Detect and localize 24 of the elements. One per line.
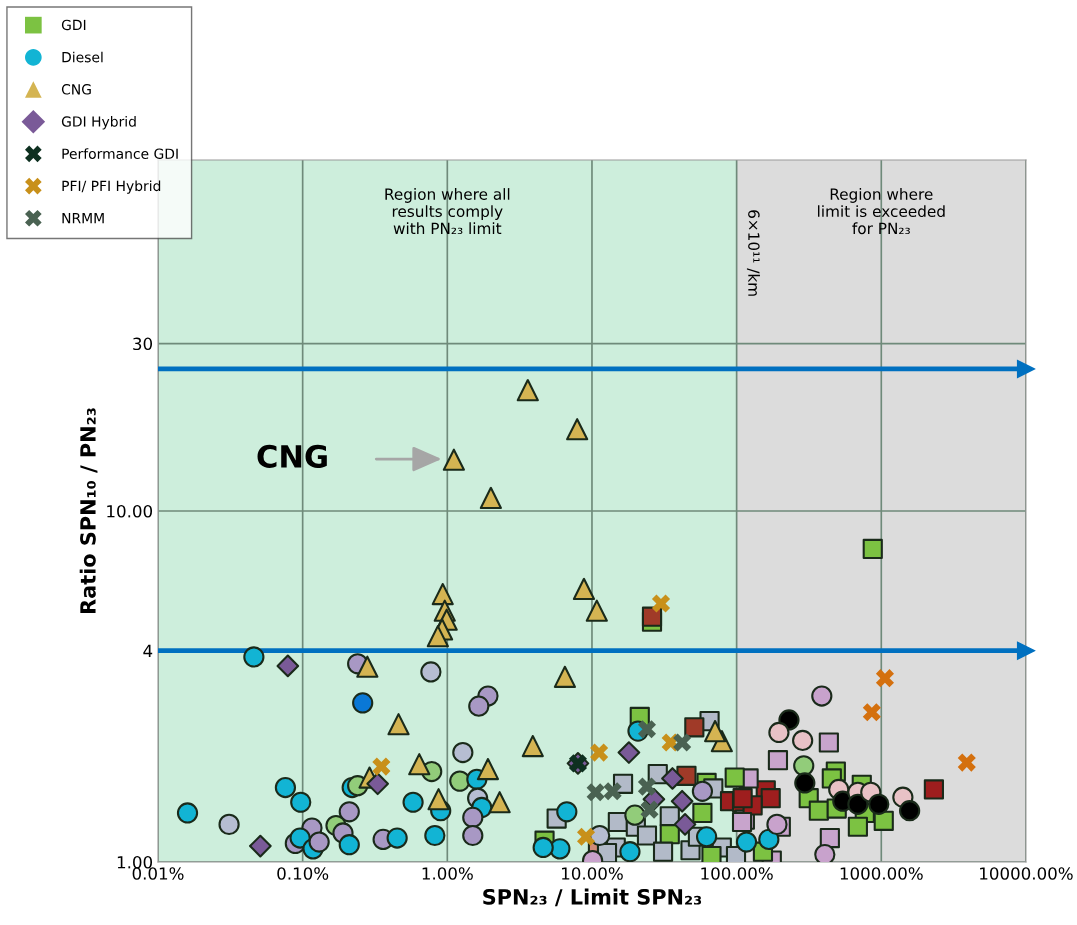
x-tick-label: 10.00% [562,867,623,880]
y-tick-label: 10.00 [107,504,153,518]
y-tick-label: 4 [143,644,153,658]
band-label: Region where limit is exceeded for PN₂₃ [818,188,945,235]
band-label: Region where all results comply with PN₂₃ limit [385,188,510,235]
y-tick-label: 1.00 [117,855,153,869]
y-tick-label: 30 [133,337,153,351]
legend-label: GDI [61,19,86,31]
x-tick-label: 100.00% [701,867,773,880]
annotation: CNG [257,444,327,468]
legend-label: PFI/ PFI Hybrid [62,180,161,194]
x-tick-label: 0.01% [132,867,184,880]
legend-label: Performance GDI [62,148,178,159]
legend-label: NRMM [62,213,104,224]
x-tick-label: 1.00% [422,867,473,880]
legend-label: CNG [61,84,91,95]
x-tick-label: 10000.00% [980,867,1073,880]
x-tick-label: 1000.00% [840,867,923,880]
legend-label: GDI Hybrid [61,116,136,130]
legend-label: Diesel [62,51,103,63]
x-tick-label: 0.10% [277,867,329,880]
x-axis-title: SPN₂₃ / Limit SPN₂₃ [483,888,702,907]
y-axis-title: Ratio SPN₁₀ / PN₂₃ [79,408,98,613]
annotation: 6×10¹¹ /km [746,210,760,296]
